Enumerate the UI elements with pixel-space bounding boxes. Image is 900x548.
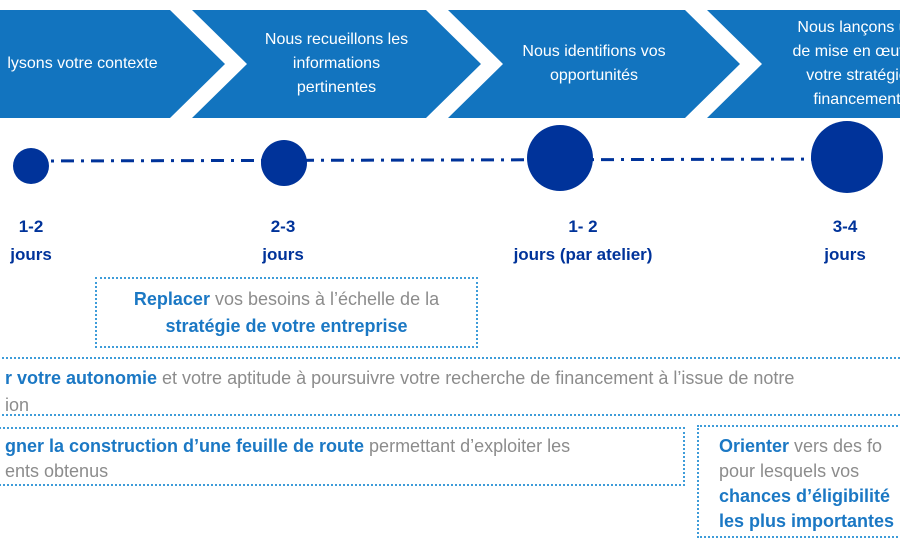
note-gray-text: et votre aptitude à poursuivre votre rec… [157,368,795,388]
step-label-line: de mise en œuvre [792,43,900,60]
step-label-line: informations [292,55,381,72]
duration-unit: jours (par atelier) [513,245,653,264]
note-orient-line-1: Orienter vers des fo [719,434,900,459]
note-orient-line-3: chances d’éligibilité [719,484,900,509]
timeline-dashdot-line [30,157,848,163]
step-label-line: pertinentes [296,79,377,96]
note-orient-line-4: les plus importantes [719,509,900,534]
step-label-line: Nous identifions vos [522,43,666,60]
step-label-line: financement [813,91,900,108]
step-label-line: votre stratégie [806,67,900,84]
step-label-line: opportunités [549,67,639,84]
note-autonomy-box: r votre autonomie et votre aptitude à po… [0,357,900,416]
note-bold-text: Orienter [719,436,790,456]
note-gray-text: ion [5,395,30,415]
note-bold-text: les plus importantes [719,511,895,531]
note-roadmap-line-1: gner la construction d’une feuille de ro… [5,434,673,459]
duration-unit: jours [262,245,304,264]
process-step-4-label: Nous lançons un de mise en œuvre votre s… [793,16,900,112]
duration-unit: jours [824,245,866,264]
note-bold-text: gner la construction d’une feuille de ro… [5,436,365,456]
note-gray-text: ents obtenus [5,461,109,481]
note-bold-text: Replacer [133,289,210,309]
note-bold-text: chances d’éligibilité [719,486,891,506]
note-replacer-box: Replacer vos besoins à l’échelle de la s… [95,277,478,348]
note-orient-box: Orienter vers des fo pour lesquels vos c… [697,425,900,538]
note-gray-text: vos besoins à l’échelle de la [209,289,440,309]
duration-value: 3-4 [832,217,858,236]
step-label-line: lysons votre contexte [7,55,158,72]
process-step-3-label: Nous identifions vos opportunités [522,40,665,88]
note-autonomy-line-2: ion [5,392,900,419]
duration-step-4: 3-4 jours [765,213,900,269]
note-roadmap-line-2: ents obtenus [5,459,673,484]
note-orient-line-2: pour lesquels vos [719,459,900,484]
process-step-1-label: lysons votre contexte [7,52,157,76]
note-roadmap-box: gner la construction d’une feuille de ro… [0,427,685,486]
note-gray-text: vers des fo [789,436,883,456]
process-step-2-label: Nous recueillons les informations pertin… [265,28,408,100]
duration-step-3: 1- 2 jours (par atelier) [483,213,683,269]
note-gray-text: pour lesquels vos [719,461,860,481]
timeline-dot-2 [261,140,307,186]
process-step-2: Nous recueillons les informations pertin… [192,10,481,118]
note-bold-text: stratégie de votre entreprise [165,316,408,336]
process-step-1: lysons votre contexte [0,10,225,118]
timeline-dot-1 [13,148,49,184]
note-autonomy-line-1: r votre autonomie et votre aptitude à po… [5,365,900,392]
duration-step-2: 2-3 jours [203,213,363,269]
note-replacer-line-2: stratégie de votre entreprise [97,313,476,340]
timeline-dot-4 [811,121,883,193]
step-label-line: Nous recueillons les [264,31,409,48]
step-label-line: Nous lançons un [797,19,895,36]
note-replacer-line-1: Replacer vos besoins à l’échelle de la [97,286,476,313]
process-step-3: Nous identifions vos opportunités [448,10,740,118]
note-bold-text: r votre autonomie [5,368,158,388]
duration-step-1: 1-2 jours [0,213,111,269]
duration-value: 2-3 [270,217,296,236]
duration-value: 1- 2 [568,217,598,236]
timeline-dot-3 [527,125,593,191]
note-gray-text: permettant d’exploiter les [364,436,571,456]
duration-unit: jours [10,245,52,264]
duration-value: 1-2 [18,217,44,236]
